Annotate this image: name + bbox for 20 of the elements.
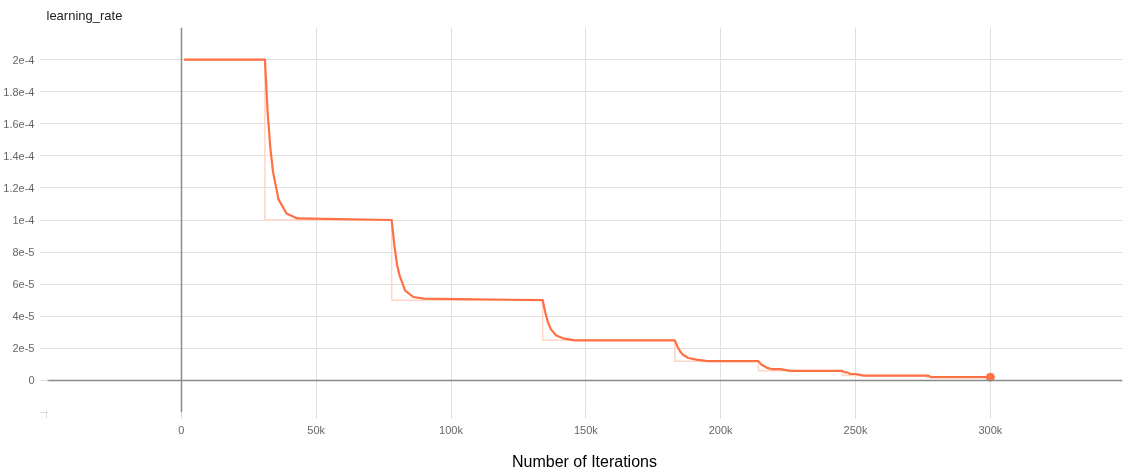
y-tick-label: 0 [28,374,35,387]
y-tick-label: 4e-5 [12,310,35,323]
x-axis-title: Number of Iterations [512,452,657,470]
y-tick-label: 6e-5 [12,278,35,291]
x-tick-label: 100k [439,423,464,436]
y-tick-label: 1e-4 [12,214,35,226]
y-tick-label: 1.6e-4 [3,117,35,130]
chart-title: learning_rate [46,7,123,23]
x-tick-label: 300k [978,423,1003,436]
y-tick-label: 2e-4 [12,53,35,66]
y-tick-label: 2e-5 [12,342,35,355]
x-tick-label: 200k [708,423,734,436]
x-tick-label: 150k [573,423,599,436]
x-tick-label: 0 [178,423,185,436]
y-tick-label: 1.2e-4 [3,181,35,194]
y-tick-label: 1.4e-4 [3,149,35,162]
x-tick-label: 250k [843,423,868,436]
y-tick-label: 1.8e-4 [3,85,35,98]
x-tick-label: 50k [307,423,326,436]
y-tick-label: 8e-5 [12,246,35,259]
